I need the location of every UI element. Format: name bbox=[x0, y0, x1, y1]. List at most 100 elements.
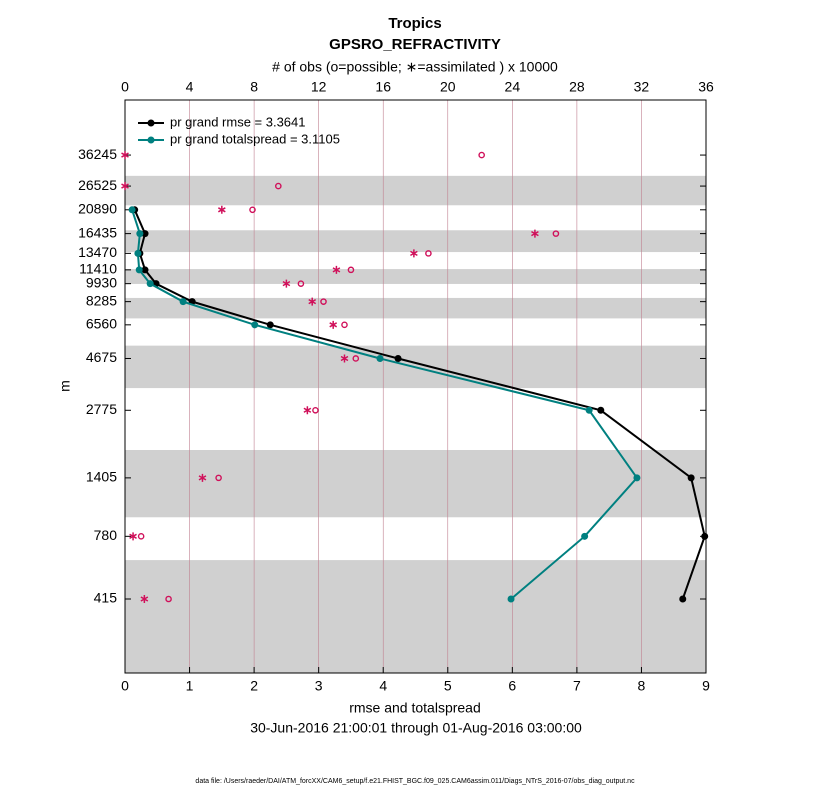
series-point bbox=[266, 321, 274, 329]
obs-assimilated bbox=[121, 182, 129, 191]
series-point bbox=[179, 298, 187, 306]
y-tick-label: 780 bbox=[94, 527, 118, 543]
top-tick-label: 0 bbox=[121, 79, 129, 95]
obs-assimilated bbox=[531, 229, 539, 238]
obs-assimilated bbox=[340, 354, 349, 363]
obs-assimilated bbox=[332, 265, 341, 274]
plot-frame bbox=[124, 99, 707, 674]
top-axis-label: # of obs (o=possible; ∗=assimilated ) x … bbox=[272, 59, 558, 75]
shaded-layer bbox=[125, 560, 706, 673]
obs-assimilated bbox=[217, 205, 226, 214]
series-point bbox=[141, 230, 149, 238]
legend-label: pr grand rmse = 3.3641 bbox=[170, 114, 306, 129]
y-tick-label: 1405 bbox=[86, 469, 117, 485]
obs-possible bbox=[347, 266, 355, 274]
obs-assimilated bbox=[329, 320, 338, 329]
top-tick-label: 20 bbox=[440, 79, 456, 95]
obs-assimilated bbox=[282, 279, 291, 288]
obs-assimilated bbox=[308, 297, 317, 306]
series-point bbox=[136, 230, 144, 238]
footer: data file: /Users/raeder/DAI/ATM_forcXX/… bbox=[195, 778, 635, 785]
top-tick-label: 24 bbox=[505, 79, 521, 95]
obs-possible bbox=[425, 250, 432, 257]
y-tick-label: 2775 bbox=[86, 401, 117, 417]
y-tick-label: 415 bbox=[94, 590, 118, 606]
shaded-layer bbox=[125, 175, 706, 206]
top-tick-label: 4 bbox=[186, 79, 194, 95]
date-range: 30-Jun-2016 21:00:01 through 01-Aug-2016… bbox=[250, 720, 582, 736]
obs-possible bbox=[165, 595, 172, 603]
legend-marker bbox=[147, 136, 155, 144]
x-tick-label: 3 bbox=[315, 678, 323, 694]
shaded-layer bbox=[125, 450, 706, 518]
x-tick-label: 8 bbox=[638, 678, 646, 694]
shaded-layer bbox=[125, 297, 706, 319]
x-tick-label: 0 bbox=[121, 678, 129, 694]
top-tick-label: 36 bbox=[698, 79, 714, 95]
obs-possible bbox=[352, 355, 360, 362]
y-tick-label: 26525 bbox=[78, 177, 117, 193]
series-point bbox=[394, 354, 402, 362]
x-tick-label: 1 bbox=[186, 678, 194, 694]
obs-possible bbox=[249, 206, 256, 214]
series-point bbox=[585, 406, 593, 414]
y-tick-label: 16435 bbox=[78, 224, 117, 240]
obs-possible bbox=[341, 321, 348, 329]
y-tick-label: 11410 bbox=[79, 261, 117, 277]
y-tick-label: 20890 bbox=[78, 200, 117, 216]
series-point bbox=[633, 474, 641, 482]
obs-possible bbox=[137, 533, 145, 540]
shaded-layer bbox=[125, 230, 706, 253]
obs-assimilated bbox=[129, 532, 137, 541]
x-tick-label: 6 bbox=[508, 678, 516, 694]
x-tick-label: 9 bbox=[702, 678, 710, 694]
series-point bbox=[376, 354, 384, 362]
top-tick-label: 8 bbox=[250, 79, 258, 95]
y-tick-label: 6560 bbox=[86, 316, 117, 332]
top-tick-label: 32 bbox=[634, 79, 650, 95]
y-tick-label: 36245 bbox=[78, 146, 117, 162]
obs-assimilated bbox=[140, 595, 149, 603]
obs-possible bbox=[275, 182, 282, 190]
series-point bbox=[141, 266, 149, 274]
series-point bbox=[597, 406, 605, 414]
series-point bbox=[679, 595, 687, 603]
series-point bbox=[128, 206, 136, 214]
y-tick-label: 9930 bbox=[86, 274, 117, 290]
x-tick-label: 4 bbox=[379, 678, 387, 694]
obs-possible bbox=[552, 230, 560, 237]
obs-assimilated bbox=[198, 473, 207, 482]
chart-title: Tropics bbox=[388, 15, 441, 32]
y-tick-label: 8285 bbox=[86, 292, 117, 308]
legend-label: pr grand totalspread = 3.1105 bbox=[170, 131, 340, 146]
series-point bbox=[251, 321, 259, 329]
obs-possible bbox=[297, 280, 305, 287]
series-point bbox=[507, 595, 515, 603]
obs-possible bbox=[320, 298, 327, 305]
series-point bbox=[701, 532, 709, 540]
obs-assimilated bbox=[121, 151, 129, 160]
series-point bbox=[146, 280, 154, 288]
legend-marker bbox=[147, 119, 155, 127]
x-axis-label: rmse and totalspread bbox=[349, 700, 481, 716]
obs-possible bbox=[215, 474, 222, 482]
x-tick-label: 2 bbox=[250, 678, 258, 694]
series-point bbox=[687, 474, 695, 482]
y-tick-label: 4675 bbox=[86, 349, 117, 365]
shaded-layer bbox=[125, 269, 706, 284]
y-axis-label: m bbox=[57, 380, 73, 392]
obs-possible bbox=[312, 406, 319, 414]
obs-assimilated bbox=[410, 249, 418, 258]
top-tick-label: 12 bbox=[311, 79, 327, 95]
chart-subtitle: GPSRO_REFRACTIVITY bbox=[329, 36, 501, 53]
top-tick-label: 28 bbox=[569, 79, 585, 95]
series-point bbox=[581, 532, 589, 540]
x-tick-label: 7 bbox=[573, 678, 581, 694]
top-tick-label: 16 bbox=[375, 79, 391, 95]
obs-possible bbox=[478, 151, 485, 159]
y-tick-label: 13470 bbox=[78, 244, 117, 260]
series-point bbox=[135, 266, 143, 274]
obs-assimilated bbox=[303, 406, 312, 415]
x-tick-label: 5 bbox=[444, 678, 452, 694]
